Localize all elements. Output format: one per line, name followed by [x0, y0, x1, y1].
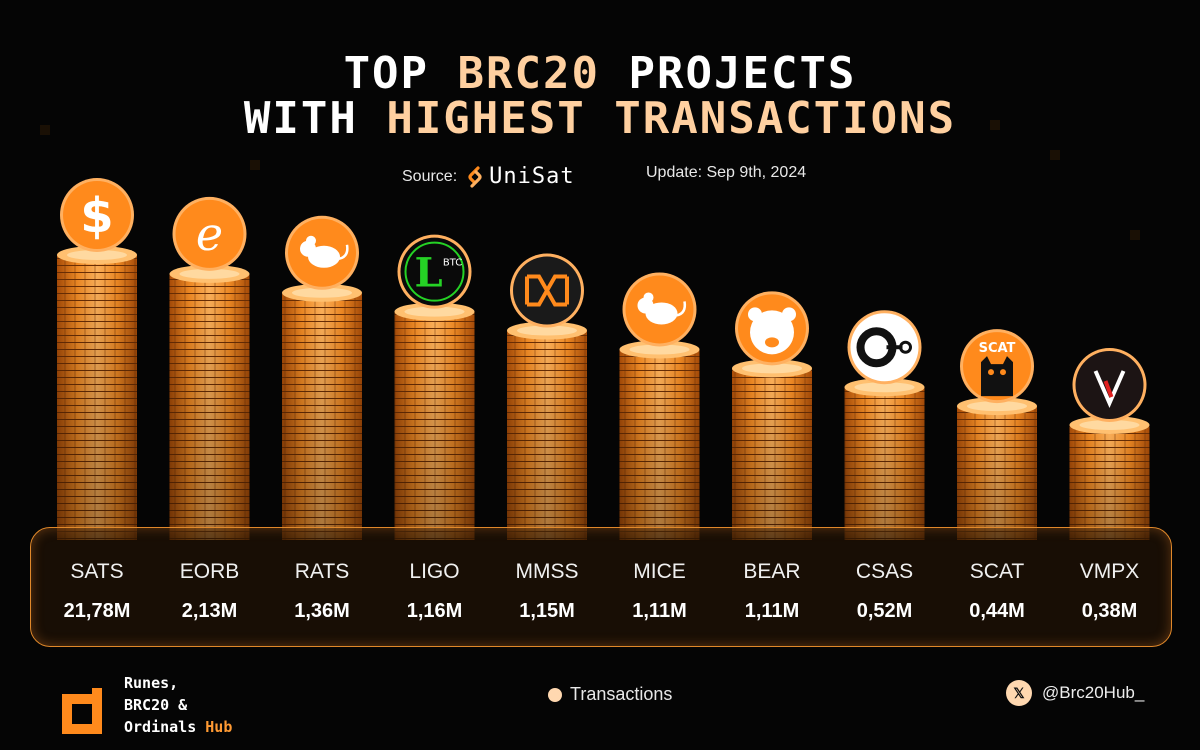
value-label: 21,78M	[63, 600, 131, 622]
chart-title-line2: WITH HIGHEST TRANSACTIONS	[0, 97, 1200, 141]
svg-text:SCAT: SCAT	[979, 341, 1016, 356]
value-label: 2,13M	[181, 600, 238, 622]
bar-column-vmpx	[1069, 416, 1150, 540]
background-pixel	[990, 120, 1000, 130]
bear-icon	[735, 291, 809, 366]
svg-text:L: L	[414, 250, 442, 297]
bar-column-eorb	[169, 264, 250, 540]
category-label: BEAR	[743, 560, 801, 583]
brand-line: BRC20 &	[124, 696, 188, 714]
value-label: 1,16M	[406, 600, 463, 622]
bar-column-mice	[619, 340, 700, 540]
source-line: Source: UniSat	[402, 164, 575, 189]
hub-logo-icon	[62, 688, 102, 734]
category-label: MMSS	[515, 560, 579, 583]
ligo-btc-icon: L BTC	[397, 234, 472, 309]
value-label: 0,44M	[969, 600, 1025, 622]
svg-text:$: $	[80, 188, 113, 244]
background-pixel	[1050, 150, 1060, 160]
category-label: CSAS	[855, 560, 914, 583]
brand-logo: Runes, BRC20 & Ordinals Hub	[62, 672, 292, 742]
chart-legend: Transactions	[548, 684, 672, 705]
value-label: 1,36M	[294, 600, 350, 622]
eorb-coin-icon: e	[172, 196, 247, 271]
vmpx-icon	[1072, 348, 1147, 422]
value-label: 1,15M	[519, 600, 575, 622]
values-panel	[30, 527, 1172, 647]
background-pixel	[1130, 230, 1140, 240]
bar-column-sats	[57, 246, 137, 540]
dollar-coin-icon: $	[60, 178, 134, 252]
title-word: WITH	[243, 93, 358, 144]
category-label: EORB	[179, 560, 240, 583]
value-label: 1,11M	[632, 600, 687, 622]
mouse-icon	[622, 272, 697, 347]
category-label: LIGO	[409, 560, 460, 583]
bar-column-mmss	[507, 321, 587, 540]
value-label: 1,11M	[744, 600, 800, 622]
mmss-icon	[510, 253, 584, 328]
update-date: Update: Sep 9th, 2024	[646, 164, 807, 181]
csas-icon	[847, 310, 922, 385]
bar-column-bear	[732, 359, 812, 540]
brand-name: Runes, BRC20 & Ordinals Hub	[124, 672, 232, 738]
chart-title-line1: TOP BRC20 PROJECTS	[0, 52, 1200, 96]
title-word: TOP	[343, 48, 430, 99]
background-pixel	[40, 125, 50, 135]
background-pixel	[250, 160, 260, 170]
scat-cat-icon: SCAT	[960, 329, 1034, 404]
bar-column-csas	[844, 378, 925, 540]
bar-column-ligo	[394, 302, 475, 540]
category-label: MICE	[633, 560, 686, 583]
category-label: VMPX	[1079, 560, 1140, 583]
brand-word: Ordinals	[124, 718, 197, 736]
title-word-highlight: HIGHEST TRANSACTIONS	[386, 93, 957, 144]
svg-text:BTC: BTC	[443, 258, 462, 269]
social-handle[interactable]: 𝕏 @Brc20Hub_	[1006, 680, 1144, 706]
unisat-logo-icon	[468, 165, 482, 188]
handle-text[interactable]: @Brc20Hub_	[1042, 683, 1145, 702]
source-label: Source:	[402, 167, 458, 185]
source-name: UniSat	[489, 164, 575, 189]
x-logo-icon: 𝕏	[1006, 680, 1032, 706]
brand-line: Ordinals Hub	[124, 716, 232, 738]
brand-line: Runes,	[124, 674, 179, 692]
legend-label: Transactions	[570, 684, 673, 704]
legend-swatch	[548, 687, 562, 702]
value-label: 0,38M	[1081, 600, 1138, 622]
title-word-highlight: BRC20	[457, 48, 600, 99]
brand-word-hub: Hub	[205, 718, 233, 736]
category-label: RATS	[294, 560, 350, 583]
title-word: PROJECTS	[628, 48, 857, 99]
bar-column-scat	[957, 397, 1037, 540]
rat-icon	[285, 215, 359, 290]
svg-text:e: e	[196, 207, 223, 261]
category-label: SCAT	[969, 560, 1025, 583]
bar-column-rats	[282, 283, 362, 540]
value-label: 0,52M	[856, 600, 913, 622]
category-label: SATS	[70, 560, 124, 583]
